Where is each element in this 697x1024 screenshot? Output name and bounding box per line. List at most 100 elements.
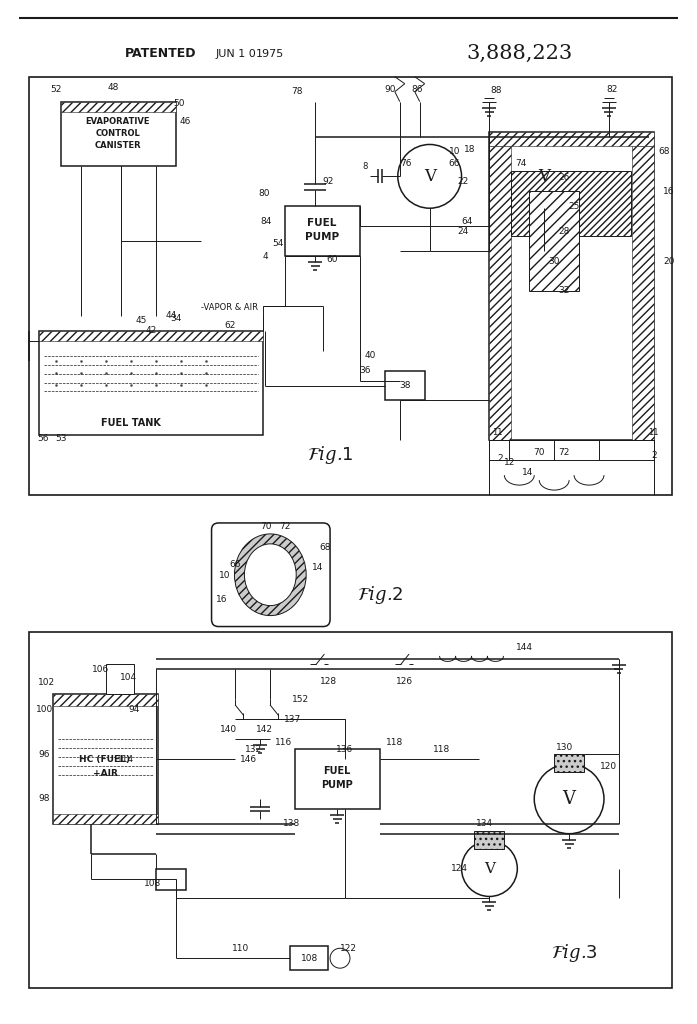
Text: 36: 36 xyxy=(359,366,371,375)
Text: 152: 152 xyxy=(291,694,309,703)
Text: 90: 90 xyxy=(384,85,396,94)
Text: 66: 66 xyxy=(449,159,460,168)
Text: 92: 92 xyxy=(323,177,334,185)
Bar xyxy=(53,694,158,707)
Text: 72: 72 xyxy=(558,447,570,457)
Text: 72: 72 xyxy=(279,522,291,531)
Text: 68: 68 xyxy=(319,544,331,552)
Text: 96: 96 xyxy=(38,750,50,759)
Text: 14: 14 xyxy=(312,563,324,572)
Text: 46: 46 xyxy=(180,117,192,126)
Text: 4: 4 xyxy=(263,252,268,260)
Text: 74: 74 xyxy=(516,159,527,168)
Text: $\mathcal{F}$ig.$2$: $\mathcal{F}$ig.$2$ xyxy=(357,584,403,605)
Text: 76: 76 xyxy=(400,159,411,168)
Text: $\mathcal{F}$ig.$3$: $\mathcal{F}$ig.$3$ xyxy=(551,942,597,965)
Text: FUEL: FUEL xyxy=(307,218,337,228)
Text: 114: 114 xyxy=(117,755,135,764)
Text: 137: 137 xyxy=(284,715,301,724)
Text: 78: 78 xyxy=(291,87,303,96)
Text: 94: 94 xyxy=(128,705,139,714)
Text: HC (FUEL): HC (FUEL) xyxy=(79,755,130,764)
Text: 32: 32 xyxy=(558,287,570,295)
Text: 68: 68 xyxy=(658,146,670,156)
Text: 44: 44 xyxy=(165,311,176,321)
Text: 144: 144 xyxy=(516,643,533,652)
Bar xyxy=(529,191,579,291)
Text: 20: 20 xyxy=(663,256,675,265)
Text: 12: 12 xyxy=(504,458,515,467)
Text: 24: 24 xyxy=(457,226,468,236)
Circle shape xyxy=(461,841,517,896)
Text: 66: 66 xyxy=(230,560,241,569)
Text: 8: 8 xyxy=(362,162,367,171)
Text: 52: 52 xyxy=(50,85,62,94)
Bar xyxy=(29,77,672,495)
Text: 54: 54 xyxy=(273,239,284,248)
Text: 11: 11 xyxy=(492,428,503,437)
Text: CONTROL: CONTROL xyxy=(95,129,140,138)
Text: 2: 2 xyxy=(651,451,657,460)
Text: 118: 118 xyxy=(386,737,404,746)
Text: V: V xyxy=(538,168,550,185)
Text: 100: 100 xyxy=(36,705,53,714)
Text: 132: 132 xyxy=(245,744,262,754)
Text: 142: 142 xyxy=(256,725,273,733)
Text: 53: 53 xyxy=(55,434,67,442)
Text: 26: 26 xyxy=(558,173,570,182)
Text: 88: 88 xyxy=(491,86,502,95)
Text: PUMP: PUMP xyxy=(321,780,353,790)
Text: 80: 80 xyxy=(259,188,270,198)
Bar xyxy=(61,101,176,112)
Bar xyxy=(489,146,512,440)
Text: 118: 118 xyxy=(433,744,450,754)
Bar xyxy=(632,146,654,440)
Text: FUEL TANK: FUEL TANK xyxy=(101,419,161,428)
Bar xyxy=(53,694,158,823)
Bar xyxy=(39,331,263,435)
Text: 130: 130 xyxy=(556,742,573,752)
Text: 3,888,223: 3,888,223 xyxy=(466,44,572,63)
Bar xyxy=(285,206,360,256)
Text: 104: 104 xyxy=(121,673,137,682)
Text: V: V xyxy=(562,790,576,808)
Text: 18: 18 xyxy=(464,145,475,154)
Text: 2: 2 xyxy=(498,454,503,463)
Text: V: V xyxy=(484,861,495,876)
Text: 124: 124 xyxy=(451,864,468,873)
Text: PUMP: PUMP xyxy=(305,232,339,242)
Text: 106: 106 xyxy=(93,665,109,674)
Text: 82: 82 xyxy=(606,85,618,94)
Text: 28: 28 xyxy=(558,226,570,236)
Text: 22: 22 xyxy=(457,177,468,185)
Text: 122: 122 xyxy=(339,944,356,952)
Text: 108: 108 xyxy=(144,879,162,888)
Text: 38: 38 xyxy=(399,381,411,390)
Text: 128: 128 xyxy=(319,677,337,686)
Text: 70: 70 xyxy=(261,522,272,531)
Bar xyxy=(489,440,654,460)
Text: PATENTED: PATENTED xyxy=(125,47,197,60)
Ellipse shape xyxy=(234,534,306,615)
Text: 14: 14 xyxy=(521,468,533,476)
Text: 56: 56 xyxy=(38,434,49,442)
Text: CANISTER: CANISTER xyxy=(95,141,141,150)
Text: 140: 140 xyxy=(220,725,237,733)
Bar xyxy=(489,131,654,440)
Ellipse shape xyxy=(245,544,296,605)
Text: 60: 60 xyxy=(326,255,338,263)
Circle shape xyxy=(304,596,322,613)
Circle shape xyxy=(222,599,233,610)
Text: $\mathcal{F}$ig.$1$: $\mathcal{F}$ig.$1$ xyxy=(307,444,353,466)
Text: 11: 11 xyxy=(648,428,659,437)
Text: 45: 45 xyxy=(135,316,146,326)
Text: 16: 16 xyxy=(663,186,675,196)
Bar xyxy=(53,814,158,823)
Text: 120: 120 xyxy=(600,763,618,771)
Text: 136: 136 xyxy=(337,744,353,754)
Bar xyxy=(61,101,176,166)
Circle shape xyxy=(219,536,236,554)
Circle shape xyxy=(307,539,319,551)
Bar xyxy=(155,868,185,891)
Text: V: V xyxy=(424,168,436,185)
